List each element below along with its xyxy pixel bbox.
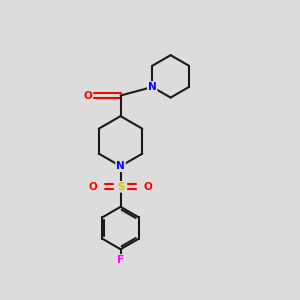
Text: F: F — [117, 255, 124, 265]
Text: N: N — [148, 82, 157, 92]
Text: N: N — [116, 161, 125, 171]
Text: S: S — [117, 182, 124, 192]
Text: O: O — [83, 91, 92, 100]
Text: O: O — [144, 182, 153, 192]
Text: O: O — [88, 182, 97, 192]
